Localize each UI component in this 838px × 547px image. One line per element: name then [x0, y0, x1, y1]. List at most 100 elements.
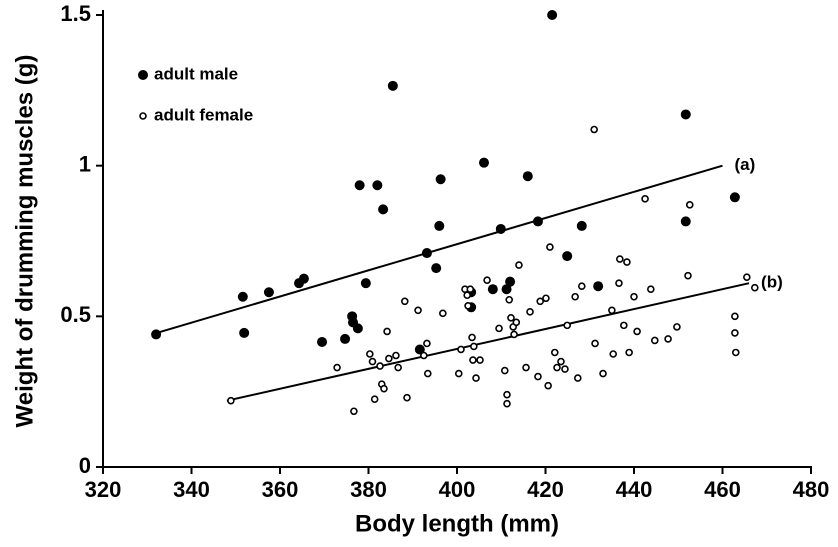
female-point: [366, 350, 374, 358]
x-tick-label: 360: [262, 477, 299, 502]
x-tick-label: 460: [704, 477, 741, 502]
male-point: [431, 263, 442, 274]
male-point: [263, 287, 274, 298]
legend-label: adult male: [154, 64, 238, 83]
female-point: [392, 351, 400, 360]
x-tick-label: 440: [616, 477, 653, 502]
male-point: [576, 220, 587, 231]
male-point: [360, 278, 371, 289]
male-point: [435, 174, 446, 185]
female-point: [468, 333, 476, 342]
female-point: [557, 357, 565, 366]
female-point: [350, 407, 358, 416]
female-point: [731, 312, 739, 321]
female-point: [571, 292, 579, 301]
male-point: [414, 344, 425, 355]
female-point: [394, 363, 402, 372]
legend-marker: [139, 112, 147, 120]
female-point: [553, 363, 561, 372]
male-point: [421, 248, 432, 259]
female-point: [574, 374, 582, 382]
female-point: [503, 399, 511, 408]
male-point: [354, 180, 365, 191]
y-tick-label: 1: [79, 151, 91, 176]
male-point: [593, 281, 604, 292]
male-point: [680, 216, 691, 227]
male-point: [317, 336, 328, 347]
female-point: [380, 384, 388, 393]
female-point: [423, 339, 431, 348]
female-point: [590, 125, 598, 134]
male-point: [237, 291, 248, 302]
female-point: [650, 336, 659, 345]
x-tick-label: 380: [350, 477, 387, 502]
legend-marker: [138, 70, 148, 80]
male-point: [680, 109, 691, 120]
male-point: [495, 223, 506, 234]
female-point: [608, 306, 616, 315]
female-point: [743, 273, 751, 281]
male-point: [487, 284, 498, 295]
line-label: (b): [761, 273, 783, 292]
female-point: [403, 393, 411, 402]
legend-label: adult female: [154, 105, 253, 124]
female-point: [376, 362, 384, 370]
female-point: [577, 282, 586, 291]
female-point: [469, 356, 477, 364]
female-point: [464, 301, 472, 310]
male-point: [372, 180, 383, 191]
female-point: [534, 372, 542, 381]
female-point: [731, 329, 739, 337]
female-point: [599, 369, 607, 378]
male-point: [522, 171, 533, 182]
male-point: [501, 284, 512, 295]
female-point: [505, 295, 514, 304]
female-point: [463, 291, 471, 300]
female-point: [512, 318, 521, 327]
x-tick-label: 320: [85, 477, 122, 502]
male-point: [434, 220, 445, 231]
female-point: [470, 342, 478, 351]
female-point: [454, 369, 463, 378]
male-point: [387, 80, 398, 91]
female-point: [500, 366, 509, 375]
female-point: [544, 381, 552, 390]
female-point: [370, 395, 379, 404]
line-label: (a): [735, 155, 756, 174]
female-point: [368, 357, 377, 366]
male-point: [352, 323, 363, 334]
female-point: [630, 292, 638, 301]
female-point: [561, 365, 569, 373]
female-point: [751, 283, 759, 292]
x-tick-label: 340: [173, 477, 210, 502]
female-point: [423, 369, 432, 378]
female-point: [385, 354, 393, 363]
female-point: [457, 345, 465, 354]
female-point: [563, 321, 571, 330]
male-point: [478, 157, 489, 168]
female-point: [522, 363, 530, 372]
female-point: [400, 297, 409, 306]
female-point: [483, 276, 491, 284]
female-point: [476, 356, 484, 364]
male-point: [239, 327, 250, 338]
male-point: [340, 333, 351, 344]
female-point: [647, 285, 655, 294]
fit-line: [226, 282, 750, 402]
y-tick-label: 0: [79, 453, 91, 478]
y-axis-label: Weight of drumming muscles (g): [11, 55, 38, 428]
female-point: [685, 201, 694, 209]
x-axis-label: Body length (mm): [355, 510, 559, 537]
female-point: [515, 261, 523, 269]
female-point: [550, 348, 559, 357]
female-point: [466, 285, 475, 294]
female-point: [414, 306, 422, 315]
male-point: [562, 251, 573, 262]
x-tick-label: 480: [793, 477, 830, 502]
female-point: [623, 258, 631, 266]
female-point: [507, 314, 515, 322]
female-point: [383, 327, 391, 336]
female-point: [731, 348, 740, 357]
female-point: [536, 297, 544, 306]
